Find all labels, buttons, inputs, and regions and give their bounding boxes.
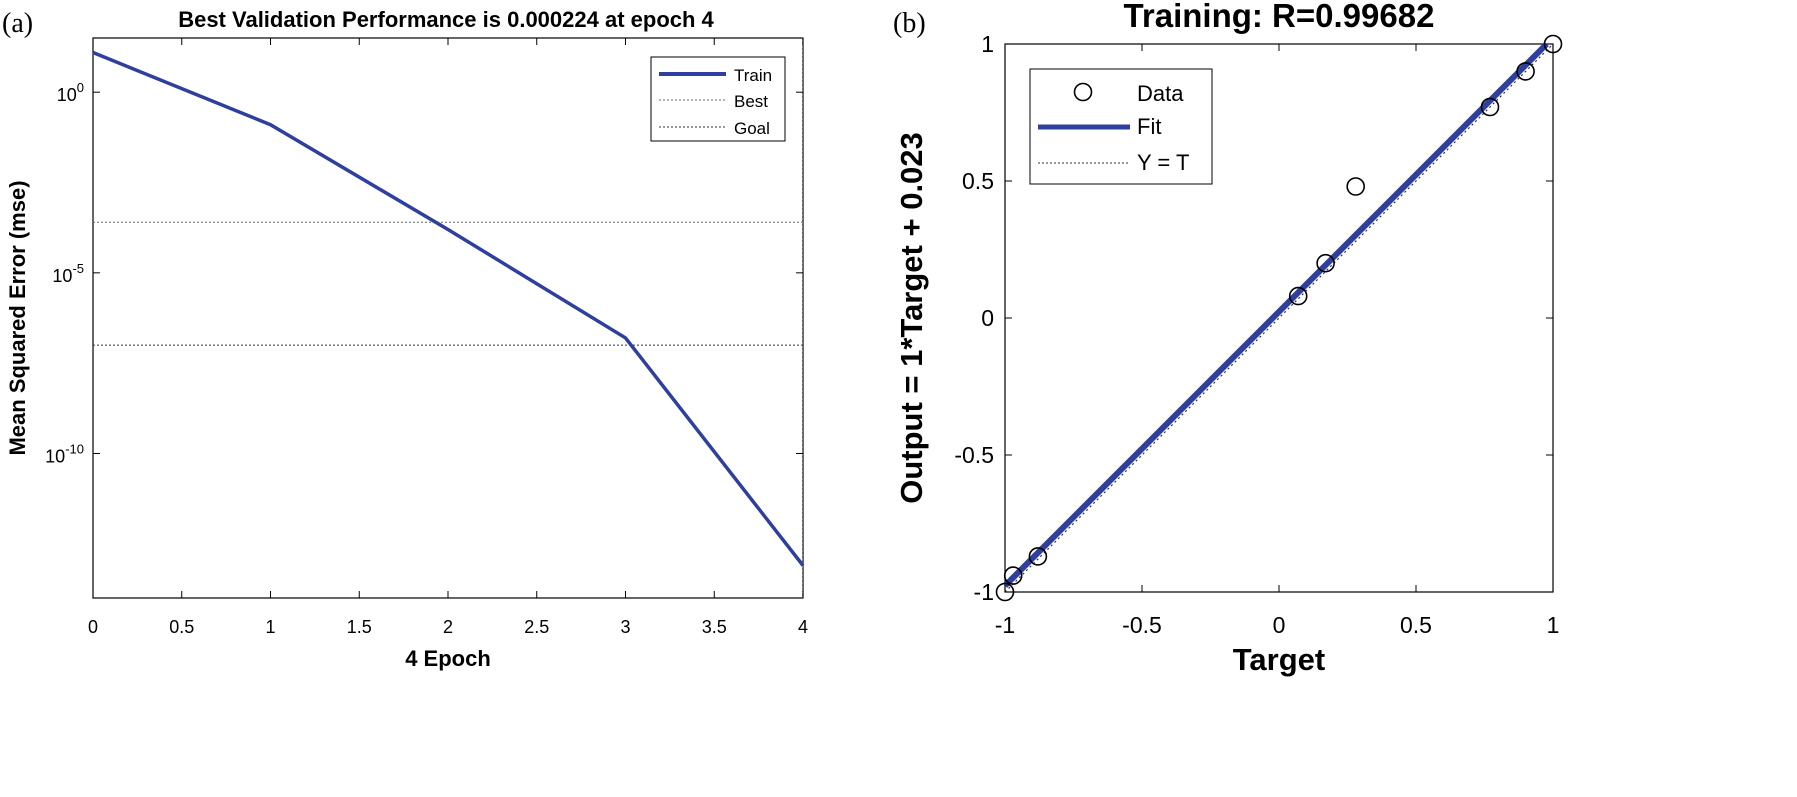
y-tick-label: 0.5 xyxy=(962,168,994,194)
y-tick-label: 100 xyxy=(57,80,84,105)
legend-best-label: Best xyxy=(734,92,768,111)
x-axis-label-b: Target xyxy=(1233,642,1325,677)
y-axis-label-a: Mean Squared Error (mse) xyxy=(5,180,30,455)
legend-train-label: Train xyxy=(734,66,772,85)
legend-yt-label: Y = T xyxy=(1137,150,1189,175)
data-point xyxy=(1288,286,1308,306)
legend-fit-label: Fit xyxy=(1137,114,1161,139)
x-tick-label: 0.5 xyxy=(169,617,194,637)
data-point xyxy=(1346,177,1365,196)
y-tick-label: 10-5 xyxy=(52,261,84,286)
y-tick-label: 10-10 xyxy=(45,441,84,466)
chart-title-b: Training: R=0.99682 xyxy=(1124,0,1435,34)
panel-b: (b) Training: R=0.99682 -1 -0.5 0 0.5 1 -1 -0… xyxy=(893,0,1563,677)
x-tick-label: 1 xyxy=(265,617,275,637)
y-tick-label: -0.5 xyxy=(954,442,994,468)
x-tick-label: 0.5 xyxy=(1400,612,1432,638)
y-equals-t-line xyxy=(1004,43,1554,593)
y-axis-ticks-a: 100 10-5 10-10 xyxy=(45,80,803,466)
panel-a: (a) Best Validation Performance is 0.000… xyxy=(2,7,808,671)
x-tick-label: 3 xyxy=(620,617,630,637)
x-tick-label: 2 xyxy=(443,617,453,637)
data-point xyxy=(1316,253,1335,273)
x-tick-label: 0 xyxy=(88,617,98,637)
y-axis-ticks-b: -1 -0.5 0 0.5 1 xyxy=(954,31,1553,605)
x-tick-label: 3.5 xyxy=(702,617,727,637)
fit-line xyxy=(1002,41,1549,588)
data-point xyxy=(1003,566,1023,585)
panel-label-a: (a) xyxy=(2,8,33,39)
x-axis-ticks-a: 0 0.5 1 1.5 2 2.5 3 3.5 4 xyxy=(88,38,808,637)
x-tick-label: -1 xyxy=(995,612,1015,638)
data-point xyxy=(1028,547,1048,566)
x-tick-label: 0 xyxy=(1273,612,1286,638)
y-tick-label: 1 xyxy=(981,31,994,57)
x-tick-label: 1.5 xyxy=(347,617,372,637)
legend-box-a xyxy=(650,56,786,142)
x-tick-label: 4 xyxy=(798,617,808,637)
x-tick-label: 2.5 xyxy=(524,617,549,637)
legend-data-marker xyxy=(1073,82,1093,102)
x-tick-label: 1 xyxy=(1547,612,1560,638)
legend-b: Data Fit Y = T xyxy=(1029,68,1213,185)
data-point xyxy=(1516,62,1535,81)
y-tick-label: 0 xyxy=(981,305,994,331)
panel-label-b: (b) xyxy=(893,8,926,39)
series-train-line xyxy=(92,50,805,567)
chart-title-a: Best Validation Performance is 0.000224 … xyxy=(178,7,714,32)
x-tick-label: -0.5 xyxy=(1122,612,1162,638)
legend-a: Train Best Goal xyxy=(650,56,786,142)
x-axis-label-a: 4 Epoch xyxy=(405,646,491,671)
y-tick-label: -1 xyxy=(974,579,994,605)
data-point xyxy=(1480,97,1500,117)
data-points xyxy=(995,34,1563,602)
x-axis-ticks-b: -1 -0.5 0 0.5 1 xyxy=(995,44,1560,638)
legend-goal-label: Goal xyxy=(734,119,770,138)
y-axis-label-b: Output = 1*Target + 0.023 xyxy=(894,132,929,504)
data-point xyxy=(1543,34,1563,54)
legend-data-label: Data xyxy=(1137,81,1184,106)
data-point xyxy=(995,582,1015,602)
